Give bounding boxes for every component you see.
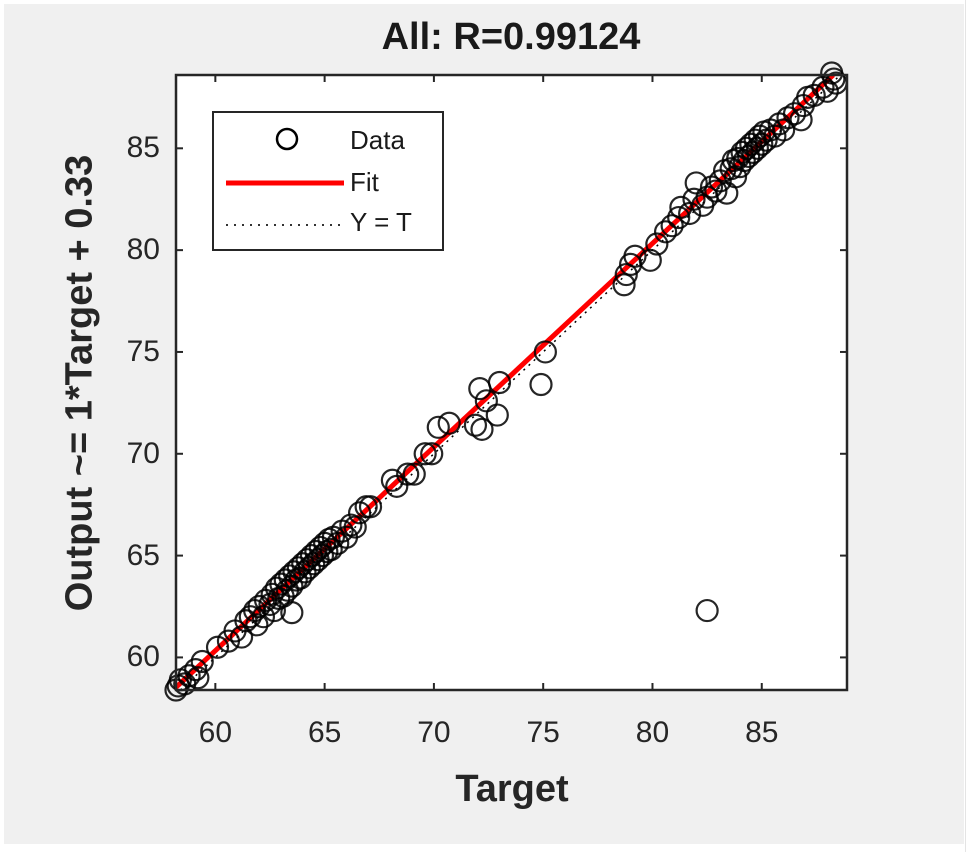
y-tick-label: 85 bbox=[126, 131, 160, 165]
dotted-line-icon bbox=[226, 224, 344, 226]
data-point bbox=[205, 635, 230, 659]
data-point bbox=[396, 462, 420, 486]
data-point bbox=[678, 201, 702, 226]
data-point bbox=[186, 666, 210, 690]
data-point bbox=[278, 564, 302, 588]
x-tick-label: 75 bbox=[526, 716, 560, 749]
data-point bbox=[280, 601, 304, 625]
x-tick-label: 60 bbox=[198, 716, 233, 749]
data-point bbox=[380, 468, 404, 492]
data-point bbox=[297, 556, 321, 580]
data-point bbox=[789, 108, 813, 132]
data-point bbox=[695, 598, 719, 623]
data-point bbox=[420, 442, 444, 466]
data-point bbox=[470, 417, 494, 441]
data-point bbox=[772, 118, 796, 142]
data-point bbox=[437, 411, 461, 435]
data-point bbox=[245, 613, 269, 637]
data-point bbox=[304, 539, 328, 564]
data-point bbox=[190, 649, 214, 674]
data-point bbox=[485, 403, 509, 427]
x-tick-label: 70 bbox=[417, 716, 451, 749]
data-point bbox=[291, 552, 315, 576]
x-tick-label: 65 bbox=[307, 716, 342, 749]
data-point bbox=[802, 83, 826, 107]
data-point bbox=[815, 79, 839, 103]
chart-title: All: R=0.99124 bbox=[381, 16, 641, 58]
data-point bbox=[747, 124, 772, 148]
data-point bbox=[776, 106, 800, 130]
data-point bbox=[739, 132, 763, 156]
x-axis-label: Target bbox=[455, 768, 569, 810]
data-point bbox=[343, 515, 367, 539]
data-point bbox=[347, 501, 372, 525]
data-point bbox=[741, 140, 765, 164]
x-tick-label: 85 bbox=[745, 716, 779, 749]
legend: Data Fit Y = T bbox=[212, 111, 444, 251]
data-point bbox=[282, 560, 306, 584]
data-point bbox=[533, 340, 557, 364]
data-point bbox=[820, 61, 844, 85]
data-point bbox=[264, 576, 289, 600]
y-tick-label: 65 bbox=[126, 538, 160, 572]
axes-frame bbox=[174, 73, 849, 692]
legend-label: Data bbox=[350, 125, 405, 155]
data-point bbox=[319, 537, 343, 562]
data-point bbox=[295, 548, 319, 572]
data-point bbox=[704, 179, 728, 203]
data-point bbox=[273, 568, 297, 592]
data-point bbox=[782, 102, 807, 126]
data-point bbox=[463, 413, 488, 437]
red-line-icon bbox=[226, 180, 344, 186]
y-tick-label: 70 bbox=[126, 436, 160, 470]
data-point bbox=[293, 560, 317, 584]
data-point bbox=[638, 248, 662, 272]
data-point bbox=[529, 372, 553, 397]
data-point bbox=[426, 415, 450, 439]
data-point bbox=[734, 136, 759, 160]
data-point bbox=[251, 605, 276, 629]
data-point bbox=[645, 232, 669, 256]
data-point bbox=[737, 144, 761, 169]
legend-item-data: Data bbox=[214, 119, 442, 159]
data-point bbox=[730, 140, 754, 164]
legend-item-fit: Fit bbox=[214, 163, 442, 203]
data-point bbox=[413, 442, 437, 466]
legend-item-identity: Y = T bbox=[214, 205, 442, 245]
legend-label: Y = T bbox=[350, 207, 412, 237]
x-tick-label: 80 bbox=[635, 716, 670, 749]
data-point bbox=[653, 220, 678, 244]
data-point bbox=[229, 625, 254, 649]
data-point bbox=[184, 658, 208, 682]
data-point bbox=[247, 594, 271, 619]
y-tick-label: 60 bbox=[126, 640, 160, 674]
data-point bbox=[286, 556, 310, 580]
legend-label: Fit bbox=[350, 167, 379, 197]
data-point bbox=[732, 148, 756, 173]
data-point bbox=[612, 273, 636, 297]
circle-marker-icon bbox=[275, 127, 299, 151]
data-point bbox=[302, 552, 326, 576]
data-point bbox=[177, 664, 201, 688]
data-point bbox=[667, 205, 691, 230]
data-point bbox=[358, 495, 383, 519]
window-edge bbox=[965, 0, 975, 852]
y-tick-label: 80 bbox=[126, 233, 160, 267]
data-point bbox=[660, 214, 684, 238]
data-point bbox=[623, 244, 647, 268]
data-point bbox=[745, 136, 769, 160]
data-point bbox=[402, 462, 426, 486]
y-axis-label: Output ~= 1*Target + 0.33 bbox=[58, 154, 101, 612]
data-point bbox=[614, 262, 638, 287]
y-tick-label: 75 bbox=[126, 334, 160, 368]
data-point bbox=[487, 370, 512, 395]
